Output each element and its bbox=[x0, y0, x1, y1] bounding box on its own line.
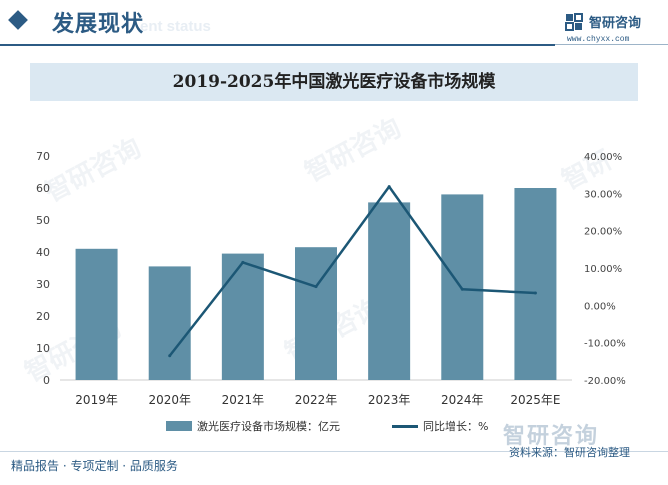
chart-title-band bbox=[30, 63, 638, 101]
y-left-tick-label: 50 bbox=[36, 214, 50, 227]
y-right-tick-label: 30.00% bbox=[584, 189, 622, 200]
source-note: 资料来源：智研咨询整理 bbox=[509, 446, 630, 459]
y-left-tick-label: 70 bbox=[36, 150, 50, 163]
brand-url: www.chyxx.com bbox=[567, 35, 630, 44]
x-tick-label: 2025年E bbox=[510, 393, 560, 407]
y-right-tick-label: 40.00% bbox=[584, 152, 622, 163]
growth-point bbox=[241, 260, 245, 264]
x-tick-label: 2024年 bbox=[441, 393, 484, 407]
header-divider bbox=[0, 44, 555, 46]
legend-bar-swatch bbox=[166, 421, 192, 431]
growth-point bbox=[168, 354, 172, 358]
growth-line bbox=[168, 185, 536, 357]
y-left-tick-label: 20 bbox=[36, 310, 50, 323]
brand-name: 智研咨询 bbox=[589, 16, 642, 31]
chart-title: 2019-2025年中国激光医疗设备市场规模 bbox=[172, 72, 496, 92]
growth-point bbox=[314, 285, 318, 289]
y-left-tick-label: 10 bbox=[36, 342, 50, 355]
x-tick-label: 2023年 bbox=[368, 393, 411, 407]
y-left-tick-label: 60 bbox=[36, 182, 50, 195]
legend-line-label: 同比增长：% bbox=[423, 420, 489, 433]
x-tick-label: 2021年 bbox=[222, 393, 265, 407]
growth-point bbox=[460, 287, 464, 291]
brand-logo-icon bbox=[565, 13, 583, 31]
x-tick-label: 2019年 bbox=[75, 393, 118, 407]
watermark-bottom: 智研咨询 bbox=[503, 424, 600, 449]
footer-divider bbox=[0, 451, 668, 452]
y-right-tick-label: -10.00% bbox=[584, 339, 626, 350]
growth-point bbox=[533, 291, 537, 295]
section-title: 发展现状 bbox=[52, 11, 145, 37]
y-right-tick-label: 20.00% bbox=[584, 227, 622, 238]
y-left-tick-label: 30 bbox=[36, 278, 50, 291]
y-right-tick-label: 10.00% bbox=[584, 264, 622, 275]
bar bbox=[368, 202, 411, 380]
bar bbox=[514, 188, 557, 380]
y-left-tick-label: 40 bbox=[36, 246, 50, 259]
bar bbox=[221, 253, 264, 380]
y-right-tick-label: -20.00% bbox=[584, 376, 626, 387]
growth-point bbox=[387, 185, 391, 189]
legend-bar-label: 激光医疗设备市场规模：亿元 bbox=[197, 420, 340, 433]
header-divider-tail bbox=[555, 44, 668, 45]
y-right-tick-label: 0.00% bbox=[584, 301, 616, 312]
legend-line-swatch bbox=[392, 425, 418, 428]
header: ent status 发展现状 智研咨询 www.chyxx.com bbox=[0, 0, 668, 44]
section-title-en: ent status bbox=[140, 18, 211, 35]
y-left-tick-label: 0 bbox=[43, 374, 50, 387]
x-tick-label: 2020年 bbox=[148, 393, 191, 407]
bar bbox=[148, 266, 191, 380]
footer-slogan: 精品报告 · 专项定制 · 品质服务 bbox=[11, 459, 178, 473]
x-tick-label: 2022年 bbox=[295, 393, 338, 407]
bar bbox=[75, 248, 118, 380]
